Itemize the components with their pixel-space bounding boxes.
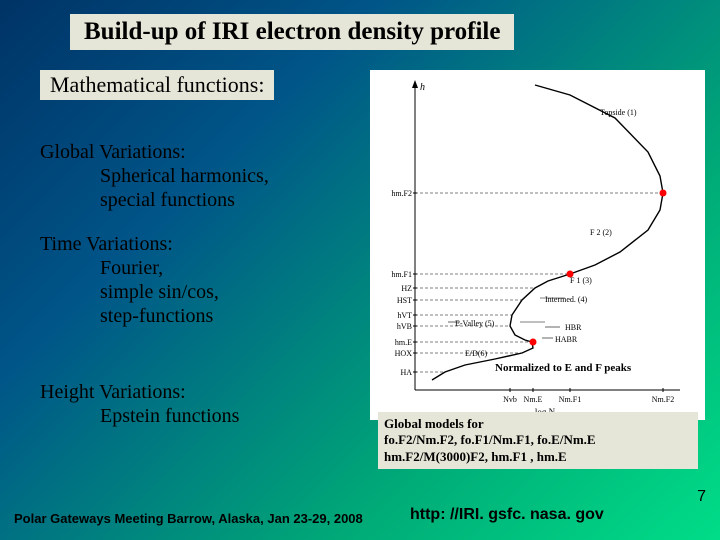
time-line2: simple sin/cos, — [40, 280, 219, 304]
svg-text:hm.F2: hm.F2 — [391, 189, 412, 198]
svg-text:HST: HST — [397, 296, 412, 305]
svg-text:HA: HA — [400, 368, 412, 377]
global-models-line1: Global models for — [384, 416, 692, 432]
time-variations-section: Time Variations: Fourier, simple sin/cos… — [40, 232, 219, 328]
svg-text:hm.F1: hm.F1 — [391, 270, 412, 279]
time-line3: step-functions — [40, 304, 219, 328]
footer-meeting-info: Polar Gateways Meeting Barrow, Alaska, J… — [14, 511, 363, 526]
slide-title: Build-up of IRI electron density profile — [70, 14, 514, 50]
height-variations-section: Height Variations: Epstein functions — [40, 380, 239, 428]
svg-text:HBR: HBR — [565, 323, 582, 332]
svg-text:E/D(6): E/D(6) — [465, 349, 488, 358]
time-heading: Time Variations: — [40, 232, 219, 256]
svg-text:F 2 (2): F 2 (2) — [590, 228, 612, 237]
svg-text:h: h — [420, 82, 425, 93]
global-models-box: Global models for fo.F2/Nm.F2, fo.F1/Nm.… — [378, 412, 698, 469]
svg-text:Nm.E: Nm.E — [524, 395, 543, 404]
svg-text:hm.E: hm.E — [395, 338, 412, 347]
svg-text:E-Valley (5): E-Valley (5) — [455, 319, 495, 328]
page-number: 7 — [697, 488, 706, 506]
svg-text:hVB: hVB — [397, 322, 412, 331]
svg-text:hVT: hVT — [397, 311, 412, 320]
global-models-line2: fo.F2/Nm.F2, fo.F1/Nm.F1, fo.E/Nm.E — [384, 432, 692, 448]
height-line1: Epstein functions — [40, 404, 239, 428]
global-variations-section: Global Variations: Spherical harmonics, … — [40, 140, 269, 212]
svg-text:HZ: HZ — [401, 284, 412, 293]
global-line2: special functions — [40, 188, 269, 212]
height-heading: Height Variations: — [40, 380, 239, 404]
math-functions-heading: Mathematical functions: — [40, 70, 274, 100]
normalization-caption: Normalized to E and F peaks — [495, 362, 631, 374]
global-heading: Global Variations: — [40, 140, 269, 164]
footer-url: http: //IRI. gsfc. nasa. gov — [410, 506, 604, 524]
svg-text:Nm.F2: Nm.F2 — [652, 395, 674, 404]
svg-text:Nm.F1: Nm.F1 — [559, 395, 581, 404]
svg-text:HOX: HOX — [395, 349, 413, 358]
svg-text:Nvb: Nvb — [503, 395, 517, 404]
svg-text:HABR: HABR — [555, 335, 578, 344]
global-models-line3: hm.F2/M(3000)F2, hm.F1 , hm.E — [384, 449, 692, 465]
svg-text:Intermed. (4): Intermed. (4) — [545, 295, 588, 304]
svg-text:F 1 (3): F 1 (3) — [570, 276, 592, 285]
time-line1: Fourier, — [40, 256, 219, 280]
global-line1: Spherical harmonics, — [40, 164, 269, 188]
